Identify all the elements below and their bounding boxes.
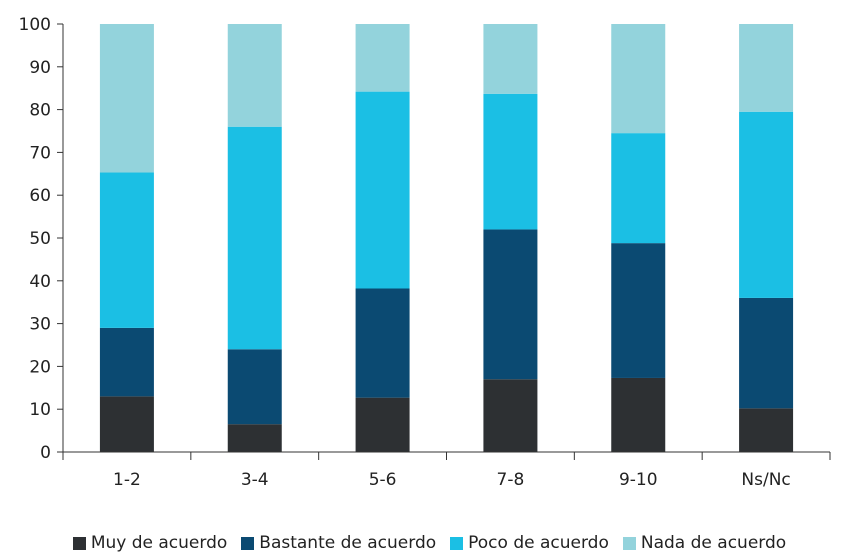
bar-segment [611, 377, 666, 452]
bar-segment [611, 133, 666, 244]
y-tick-label: 50 [29, 229, 51, 249]
bar-segment [227, 424, 282, 452]
legend-swatch [450, 536, 464, 550]
bar-segment [227, 349, 282, 425]
bar-segment [483, 24, 538, 94]
y-tick-label: 80 [29, 101, 51, 121]
legend-item: Poco de acuerdo [450, 533, 609, 553]
bar-segment [227, 126, 282, 350]
bar-segment [227, 24, 282, 127]
bars [99, 24, 794, 452]
legend-item: Bastante de acuerdo [241, 533, 436, 553]
x-axis: 1-2 3-4 5-6 7-8 9-10 Ns/Nc [62, 451, 831, 490]
x-tick-label: 3-4 [241, 470, 269, 490]
y-axis: 0 10 20 30 40 50 60 70 80 90 100 [19, 15, 64, 463]
y-tick-label: 40 [29, 272, 51, 292]
bar-segment [739, 24, 794, 112]
x-tick-label: 1-2 [113, 470, 141, 490]
stacked-bar-chart: 0 10 20 30 40 50 60 70 80 90 100 1-2 3-4 5-6 7-8 9-10 N… [19, 15, 831, 490]
bar-segment [739, 408, 794, 452]
y-tick-label: 20 [29, 357, 51, 377]
bar-segment [355, 24, 410, 92]
bar-segment [483, 229, 538, 380]
bar-segment [739, 297, 794, 409]
bar-segment [483, 93, 538, 230]
legend-label: Poco de acuerdo [468, 533, 609, 553]
bar-segment [99, 24, 154, 173]
bar-segment [99, 327, 154, 397]
y-tick-label: 0 [40, 443, 51, 463]
legend-swatch [241, 536, 255, 550]
bar-segment [355, 91, 410, 289]
legend-item: Muy de acuerdo [72, 533, 228, 553]
y-tick-label: 100 [19, 15, 51, 35]
y-tick-label: 60 [29, 186, 51, 206]
legend-swatch [622, 536, 636, 550]
legend-item: Nada de acuerdo [622, 533, 787, 553]
y-tick-label: 30 [29, 315, 51, 335]
legend-label: Muy de acuerdo [90, 533, 228, 553]
bar-segment [611, 243, 666, 378]
bar-segment [739, 111, 794, 298]
x-tick-label: 7-8 [497, 470, 525, 490]
bar-segment [355, 288, 410, 398]
legend-label: Nada de acuerdo [640, 533, 787, 553]
legend: Muy de acuerdo Bastante de acuerdo Poco de… [0, 533, 859, 553]
y-tick-label: 90 [29, 58, 51, 78]
y-tick-label: 70 [29, 143, 51, 163]
y-tick-label: 10 [29, 400, 51, 420]
x-tick-label: Ns/Nc [741, 470, 790, 490]
bar-segment [483, 379, 538, 452]
legend-swatch [72, 536, 86, 550]
bar-segment [355, 397, 410, 452]
bar-segment [99, 172, 154, 328]
x-tick-label: 5-6 [369, 470, 397, 490]
bar-segment [611, 24, 666, 134]
bar-segment [99, 396, 154, 452]
legend-label: Bastante de acuerdo [259, 533, 437, 553]
x-tick-label: 9-10 [619, 470, 658, 490]
